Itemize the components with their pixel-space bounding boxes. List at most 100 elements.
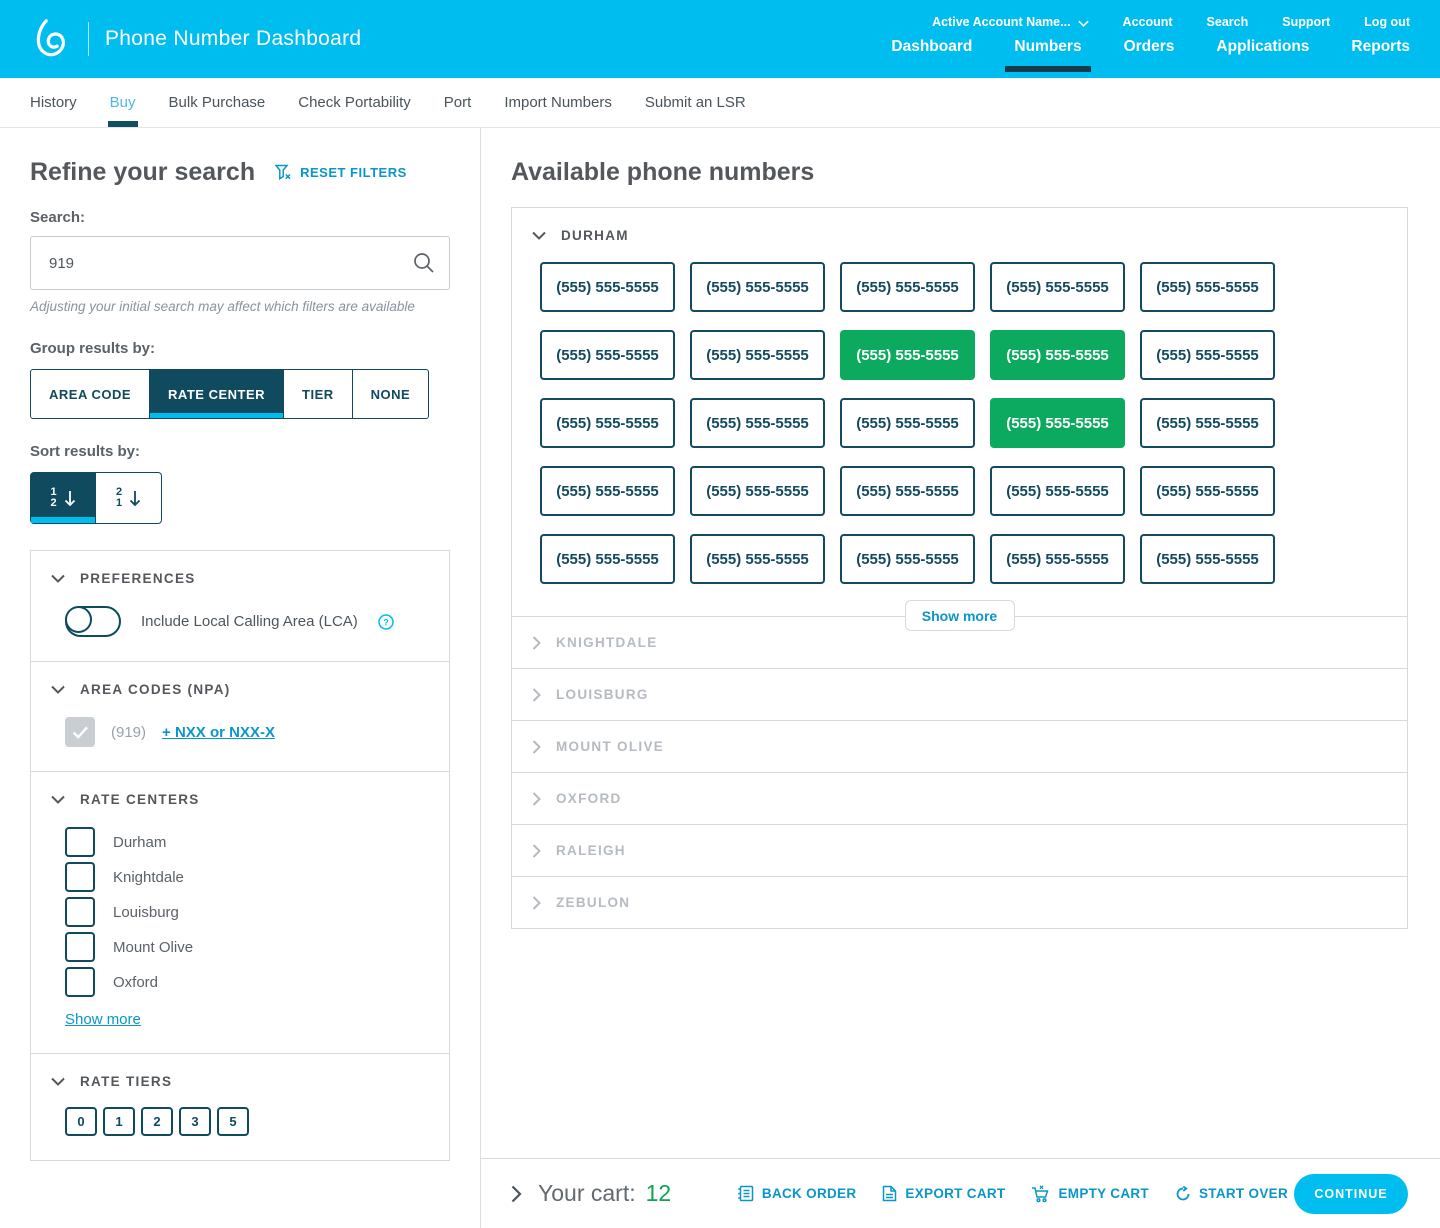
tab-submit-an-lsr[interactable]: Submit an LSR <box>644 94 746 111</box>
phone-number-3[interactable]: (555) 555-5555 <box>840 262 975 312</box>
phone-number-11[interactable]: (555) 555-5555 <box>540 398 675 448</box>
npa-checkbox-checked[interactable] <box>65 717 95 747</box>
group-by-rate-center[interactable]: RATE CENTER <box>150 369 285 419</box>
tab-import-numbers[interactable]: Import Numbers <box>504 94 612 111</box>
utility-nav-label: Support <box>1282 15 1331 29</box>
phone-number-18[interactable]: (555) 555-5555 <box>840 466 975 516</box>
accordion-durham[interactable]: DURHAM <box>512 208 1407 262</box>
export-cart-icon <box>882 1185 897 1202</box>
accordion-mount-olive[interactable]: MOUNT OLIVE <box>512 720 1407 772</box>
page-title: Available phone numbers <box>511 158 815 186</box>
tab-bulk-purchase[interactable]: Bulk Purchase <box>168 94 266 111</box>
phone-number-19[interactable]: (555) 555-5555 <box>990 466 1125 516</box>
chevron-right-icon <box>532 635 541 650</box>
search-icon[interactable] <box>413 252 435 279</box>
phone-number-8-selected[interactable]: (555) 555-5555 <box>840 330 975 380</box>
phone-number-14-selected[interactable]: (555) 555-5555 <box>990 398 1125 448</box>
group-by-label: Group results by: <box>30 340 156 357</box>
rate-center-label: Oxford <box>113 973 159 991</box>
nav-item-numbers[interactable]: Numbers <box>1005 38 1091 72</box>
phone-number-20[interactable]: (555) 555-5555 <box>1140 466 1275 516</box>
group-by-tier[interactable]: TIER <box>284 369 353 419</box>
phone-number-24[interactable]: (555) 555-5555 <box>990 534 1125 584</box>
phone-number-21[interactable]: (555) 555-5555 <box>540 534 675 584</box>
phone-number-6[interactable]: (555) 555-5555 <box>540 330 675 380</box>
utility-nav-search[interactable]: Search <box>1207 15 1249 29</box>
accordion-louisburg[interactable]: LOUISBURG <box>512 668 1407 720</box>
group-by-area-code[interactable]: AREA CODE <box>30 369 151 419</box>
utility-nav-active-account-name[interactable]: Active Account Name... <box>932 15 1089 29</box>
phone-number-17[interactable]: (555) 555-5555 <box>690 466 825 516</box>
empty-cart-button[interactable]: EMPTY CART <box>1031 1184 1149 1203</box>
nav-item-orders[interactable]: Orders <box>1123 38 1175 55</box>
lca-toggle[interactable] <box>65 606 121 637</box>
accordion-zebulon[interactable]: ZEBULON <box>512 876 1407 928</box>
brand: Phone Number Dashboard <box>30 0 361 78</box>
rate-center-checkbox-knightdale[interactable] <box>65 862 95 892</box>
nav-item-reports[interactable]: Reports <box>1351 38 1410 55</box>
phone-number-15[interactable]: (555) 555-5555 <box>1140 398 1275 448</box>
utility-nav-support[interactable]: Support <box>1282 15 1330 29</box>
back-order-button[interactable]: BACK ORDER <box>737 1185 857 1202</box>
tab-history[interactable]: History <box>30 94 77 111</box>
rate-center-row-knightdale: Knightdale <box>65 862 429 892</box>
phone-number-22[interactable]: (555) 555-5555 <box>690 534 825 584</box>
phone-number-5[interactable]: (555) 555-5555 <box>1140 262 1275 312</box>
tab-buy[interactable]: Buy <box>110 78 136 127</box>
reset-filters-button[interactable]: RESET FILTERS <box>275 164 407 181</box>
accordion-label: ZEBULON <box>556 895 631 910</box>
utility-nav-label: Log out <box>1364 15 1410 29</box>
phone-number-25[interactable]: (555) 555-5555 <box>1140 534 1275 584</box>
accordion-oxford[interactable]: OXFORD <box>512 772 1407 824</box>
nav-item-dashboard[interactable]: Dashboard <box>891 38 973 55</box>
nav-item-applications[interactable]: Applications <box>1216 38 1310 55</box>
cart-count: 12 <box>645 1180 672 1206</box>
accordion-raleigh[interactable]: RALEIGH <box>512 824 1407 876</box>
phone-number-12[interactable]: (555) 555-5555 <box>690 398 825 448</box>
rate-tier-0[interactable]: 0 <box>65 1107 97 1136</box>
preferences-header[interactable]: PREFERENCES <box>51 571 429 586</box>
rate-tier-5[interactable]: 5 <box>217 1107 249 1136</box>
tab-port[interactable]: Port <box>443 94 472 111</box>
phone-number-1[interactable]: (555) 555-5555 <box>540 262 675 312</box>
phone-number-4[interactable]: (555) 555-5555 <box>990 262 1125 312</box>
utility-nav-log-out[interactable]: Log out <box>1364 15 1410 29</box>
phone-number-9-selected[interactable]: (555) 555-5555 <box>990 330 1125 380</box>
start-over-button[interactable]: START OVER <box>1175 1185 1288 1202</box>
rate-tier-1[interactable]: 1 <box>103 1107 135 1136</box>
rate-center-checkbox-mount-olive[interactable] <box>65 932 95 962</box>
tab-check-portability[interactable]: Check Portability <box>298 94 411 111</box>
cart-expand-chevron-icon[interactable] <box>511 1185 522 1203</box>
search-input[interactable] <box>30 236 450 290</box>
area-codes-header[interactable]: AREA CODES (NPA) <box>51 682 429 697</box>
rate-centers-header[interactable]: RATE CENTERS <box>51 792 429 807</box>
rate-tier-3[interactable]: 3 <box>179 1107 211 1136</box>
svg-text:?: ? <box>383 617 389 627</box>
phone-number-2[interactable]: (555) 555-5555 <box>690 262 825 312</box>
group-by-none[interactable]: NONE <box>352 369 430 419</box>
utility-nav-label: Active Account Name... <box>932 15 1071 29</box>
show-more-rate-centers-link[interactable]: Show more <box>65 1011 141 1028</box>
rate-center-checkbox-durham[interactable] <box>65 827 95 857</box>
phone-number-13[interactable]: (555) 555-5555 <box>840 398 975 448</box>
rate-tiers-header[interactable]: RATE TIERS <box>51 1074 429 1089</box>
rate-center-checkbox-louisburg[interactable] <box>65 897 95 927</box>
utility-nav-account[interactable]: Account <box>1123 15 1173 29</box>
add-nxx-link[interactable]: + NXX or NXX-X <box>162 723 275 741</box>
phone-number-16[interactable]: (555) 555-5555 <box>540 466 675 516</box>
phone-number-7[interactable]: (555) 555-5555 <box>690 330 825 380</box>
phone-number-23[interactable]: (555) 555-5555 <box>840 534 975 584</box>
export-cart-button[interactable]: EXPORT CART <box>882 1185 1005 1202</box>
phone-number-10[interactable]: (555) 555-5555 <box>1140 330 1275 380</box>
collapsed-groups: KNIGHTDALE LOUISBURG MOUNT OLIVE OXFORD RALE… <box>512 616 1407 928</box>
rate-center-checkbox-oxford[interactable] <box>65 967 95 997</box>
show-more-numbers-button[interactable]: Show more <box>904 600 1015 631</box>
info-icon[interactable]: ? <box>378 613 394 630</box>
action-label: BACK ORDER <box>761 1186 857 1201</box>
rate-tier-2[interactable]: 2 <box>141 1107 173 1136</box>
continue-button[interactable]: CONTINUE <box>1294 1173 1408 1214</box>
